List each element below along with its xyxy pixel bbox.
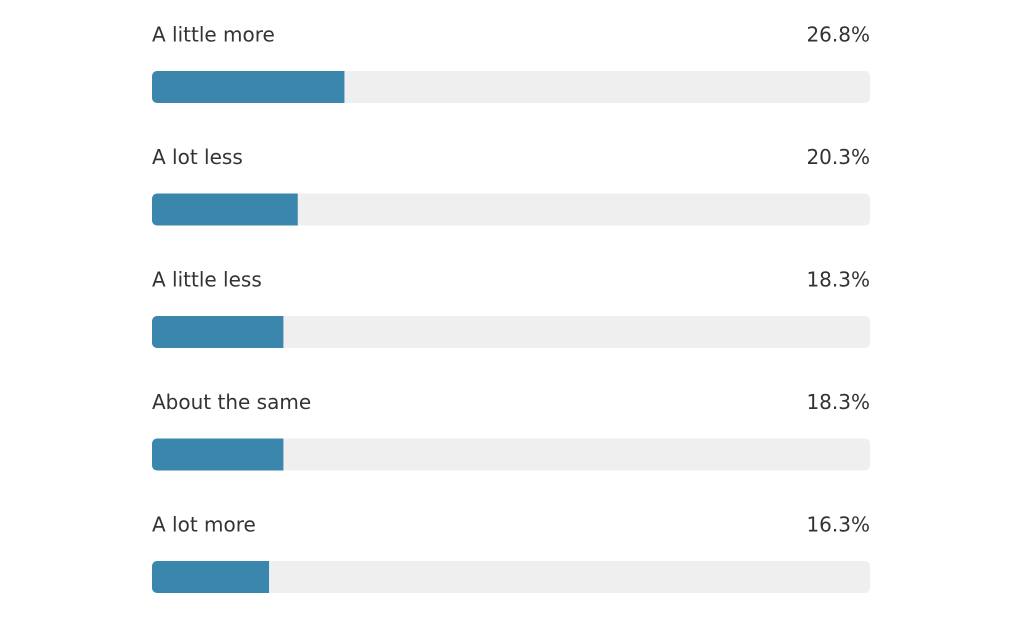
option-label: About the same: [152, 390, 311, 414]
bar: [152, 561, 270, 593]
bar: [152, 71, 345, 103]
option-percent: 18.3%: [806, 268, 870, 292]
bar-track: [152, 193, 870, 226]
bar-track: [152, 316, 870, 348]
option-percent: 18.3%: [806, 390, 870, 414]
bar-track: [152, 561, 870, 593]
option-label: A little less: [152, 268, 262, 292]
bar: [152, 438, 284, 471]
bar: [152, 316, 284, 348]
option-percent: 26.8%: [806, 23, 870, 47]
option-percent: 16.3%: [806, 513, 870, 537]
option-label: A lot more: [152, 513, 256, 537]
bar: [152, 193, 298, 226]
option-percent: 20.3%: [806, 145, 870, 169]
option-label: A lot less: [152, 145, 243, 169]
option-label: A little more: [152, 23, 275, 47]
bar-track: [152, 438, 870, 471]
